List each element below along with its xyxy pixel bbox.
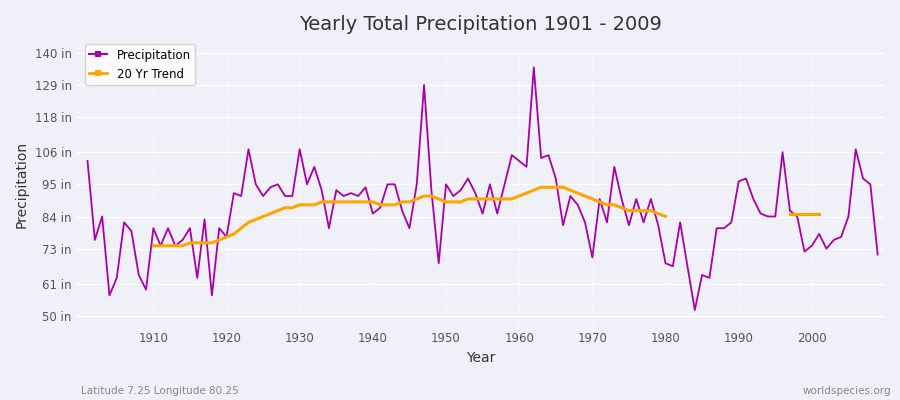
Legend: Precipitation, 20 Yr Trend: Precipitation, 20 Yr Trend xyxy=(85,44,195,85)
Text: Latitude 7.25 Longitude 80.25: Latitude 7.25 Longitude 80.25 xyxy=(81,386,239,396)
Y-axis label: Precipitation: Precipitation xyxy=(15,141,29,228)
Text: worldspecies.org: worldspecies.org xyxy=(803,386,891,396)
X-axis label: Year: Year xyxy=(466,351,496,365)
Title: Yearly Total Precipitation 1901 - 2009: Yearly Total Precipitation 1901 - 2009 xyxy=(300,15,662,34)
